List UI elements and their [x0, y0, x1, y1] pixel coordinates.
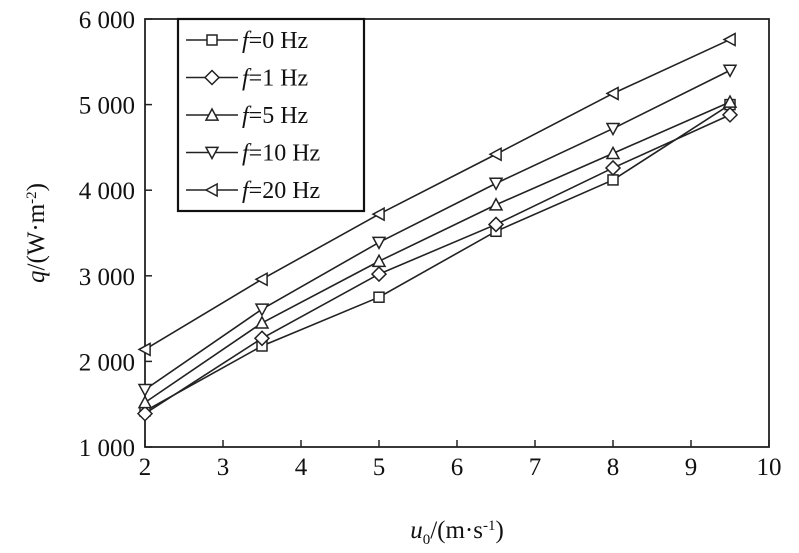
data-point	[605, 122, 621, 137]
x-tick-label: 4	[295, 454, 308, 481]
legend-label: f=1 Hz	[242, 66, 308, 92]
legend-label-rest: =20 Hz	[249, 178, 321, 204]
data-point	[605, 145, 621, 160]
series	[136, 106, 739, 422]
data-point	[373, 291, 385, 303]
x-axis-title: u0/(m·s-1)	[410, 517, 504, 548]
x-tick-label: 10	[757, 454, 782, 481]
data-point	[137, 383, 153, 398]
y-axis-unit: /(W·m	[23, 203, 50, 270]
x-axis-var: u	[410, 517, 423, 544]
x-tick-label: 3	[217, 454, 230, 481]
data-point	[488, 197, 504, 211]
data-point	[253, 330, 271, 347]
legend-label-var: f	[242, 103, 252, 129]
data-point	[487, 216, 505, 233]
y-axis-title: q/(W·m-2)	[23, 183, 50, 283]
data-point	[722, 94, 738, 108]
axis-ticks: 2 3 4 5 6 7 8 9 10 1 000 2 000 3 000 4 000 5 000 6 000	[79, 7, 782, 481]
data-point	[254, 271, 268, 287]
data-point	[136, 405, 154, 422]
data-point	[607, 174, 619, 186]
data-point	[371, 206, 385, 222]
legend-label: f=20 Hz	[242, 178, 320, 204]
x-tick-label: 7	[529, 454, 542, 481]
x-tick-label: 6	[451, 454, 464, 481]
series	[137, 64, 738, 398]
data-point	[721, 106, 739, 123]
legend-marker	[204, 182, 218, 198]
data-point	[371, 253, 387, 268]
legend-label-var: f	[242, 178, 252, 204]
legend-label-rest: =1 Hz	[249, 66, 309, 92]
legend-marker	[204, 146, 220, 161]
series	[137, 94, 738, 409]
data-point	[137, 394, 153, 409]
legend-label-var: f	[242, 66, 252, 92]
y-axis-close: )	[23, 183, 50, 191]
legend-label-var: f	[242, 28, 252, 54]
series-line	[144, 69, 731, 391]
x-tick-label: 9	[685, 454, 698, 481]
legend-label-rest: =0 Hz	[249, 28, 309, 54]
data-point	[604, 159, 622, 177]
data-point	[137, 342, 151, 357]
y-tick-label: 2 000	[79, 349, 135, 376]
data-point	[605, 86, 619, 101]
legend-label: f=10 Hz	[242, 141, 320, 167]
legend-marker	[203, 69, 221, 86]
y-tick-label: 5 000	[79, 93, 135, 120]
legend-label: f=5 Hz	[242, 103, 308, 129]
x-axis-sup: -1	[483, 518, 496, 534]
legend-marker	[204, 107, 220, 121]
data-point	[488, 146, 502, 162]
y-tick-label: 1 000	[79, 435, 135, 462]
series-line	[144, 38, 731, 351]
data-point	[722, 32, 736, 47]
y-tick-label: 3 000	[79, 264, 135, 291]
x-axis-unit: /(m·s	[430, 517, 483, 544]
y-tick-label: 4 000	[79, 178, 135, 205]
y-axis-sup: -2	[24, 191, 40, 204]
series-line	[144, 114, 731, 415]
series	[137, 32, 736, 357]
x-axis-sub: 0	[423, 532, 431, 548]
legend-label: f=0 Hz	[242, 28, 308, 54]
series-group	[136, 32, 739, 422]
data-point	[254, 315, 270, 329]
y-tick-label: 6 000	[79, 7, 135, 34]
x-tick-label: 2	[139, 454, 152, 481]
legend-label-rest: =5 Hz	[249, 103, 309, 129]
legend-label-var: f	[242, 141, 252, 167]
data-point	[722, 64, 738, 78]
series-line	[144, 101, 731, 404]
y-axis-var: q	[23, 270, 50, 283]
x-tick-label: 5	[373, 454, 386, 481]
x-tick-label: 8	[607, 454, 620, 481]
data-point	[371, 236, 387, 250]
data-point	[254, 303, 270, 317]
series-line	[144, 103, 731, 412]
legend: f=0 Hzf=1 Hzf=5 Hzf=10 Hzf=20 Hz	[176, 17, 366, 213]
x-axis-close: )	[495, 517, 503, 544]
legend-marker	[206, 34, 218, 46]
legend-label-rest: =10 Hz	[249, 141, 321, 167]
data-point	[488, 177, 504, 191]
data-point	[370, 266, 388, 283]
